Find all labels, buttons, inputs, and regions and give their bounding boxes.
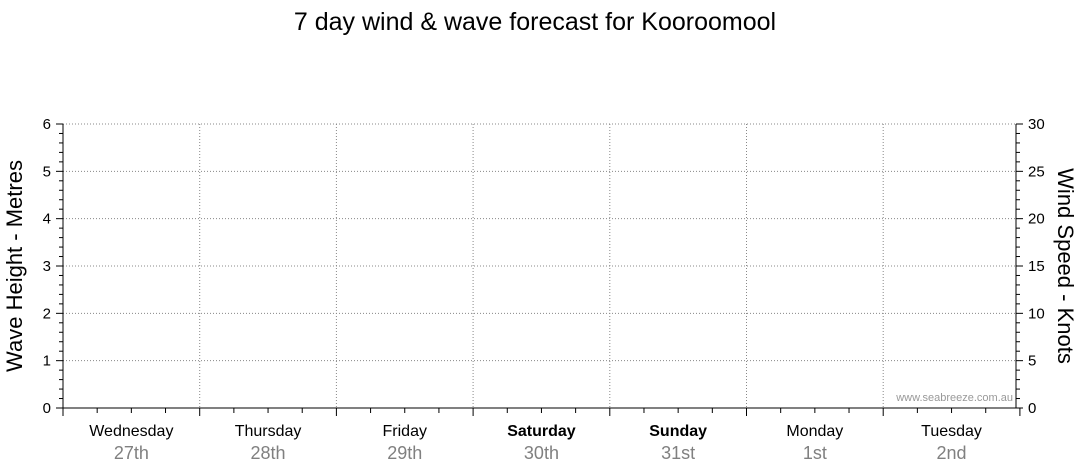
day-date-label-5: 1st <box>803 443 827 463</box>
y-left-tick-label-0: 0 <box>43 400 51 417</box>
day-name-label-1: Thursday <box>235 423 302 440</box>
y-left-tick-label-2: 2 <box>43 305 51 322</box>
day-date-label-2: 29th <box>387 443 422 463</box>
y-right-tick-label-0: 0 <box>1028 400 1036 417</box>
day-name-label-4: Sunday <box>649 423 707 440</box>
y-right-tick-label-1: 5 <box>1028 353 1036 370</box>
day-date-label-3: 30th <box>524 443 559 463</box>
day-name-label-2: Friday <box>383 423 427 440</box>
watermark: www.seabreeze.com.au <box>895 392 1013 404</box>
grid-layer <box>63 123 1016 408</box>
axis-layer <box>56 123 1023 416</box>
day-name-label-0: Wednesday <box>89 423 173 440</box>
y-axis-left-label: Wave Height - Metres <box>2 160 27 372</box>
y-left-tick-label-3: 3 <box>43 258 51 275</box>
y-right-tick-label-5: 25 <box>1028 163 1045 180</box>
chart-title: 7 day wind & wave forecast for Kooroomoo… <box>294 8 776 36</box>
day-date-label-1: 28th <box>251 443 286 463</box>
y-right-tick-label-6: 30 <box>1028 116 1045 133</box>
y-left-tick-label-4: 4 <box>43 211 51 228</box>
day-date-label-4: 31st <box>661 443 695 463</box>
day-date-label-6: 2nd <box>937 443 967 463</box>
day-date-label-0: 27th <box>114 443 149 463</box>
label-layer: 0 1 2 3 4 5 6 0 5 10 15 20 25 30 Wednesday 27th Thursday… <box>43 116 1045 463</box>
y-right-tick-label-2: 10 <box>1028 305 1045 322</box>
day-name-label-3: Saturday <box>507 423 576 440</box>
y-axis-right-label: Wind Speed - Knots <box>1053 168 1078 364</box>
y-left-tick-label-6: 6 <box>43 116 51 133</box>
y-right-tick-label-4: 20 <box>1028 211 1045 228</box>
y-left-tick-label-5: 5 <box>43 163 51 180</box>
day-name-label-5: Monday <box>786 423 843 440</box>
day-name-label-6: Tuesday <box>921 423 982 440</box>
y-left-tick-label-1: 1 <box>43 353 51 370</box>
y-right-tick-label-3: 15 <box>1028 258 1045 275</box>
